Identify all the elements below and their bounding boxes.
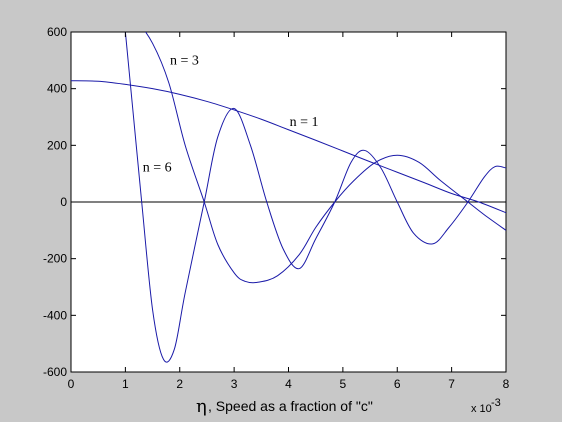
x-tick-label: 7 [448, 377, 455, 391]
y-tick-label: 0 [60, 195, 67, 209]
x-axis-exponent-power: -3 [491, 397, 501, 409]
annotation-layer: n = 3 n = 1 n = 6 [143, 54, 319, 176]
y-tick-label: 600 [47, 25, 67, 39]
series-line-3 [124, 32, 506, 363]
y-tick-label: -600 [43, 365, 67, 379]
x-tick-label: 8 [503, 377, 510, 391]
series-line-1 [71, 80, 506, 214]
x-tick-label: 6 [394, 377, 401, 391]
curve-label: n = 3 [170, 54, 199, 69]
series-line-2 [144, 32, 506, 284]
x-tick-label: 2 [176, 377, 183, 391]
x-tick-label: 1 [122, 377, 129, 391]
x-tick-label: 4 [285, 377, 292, 391]
plot-layer [71, 32, 506, 363]
curve-label: n = 1 [290, 115, 319, 130]
tick-layer: 0 1 2 3 4 5 6 7 8 -600 -400 -200 0 200 400 600 [43, 25, 510, 391]
x-axis-exponent: x 10 [471, 403, 492, 415]
x-tick-label: 5 [340, 377, 347, 391]
y-tick-label: 400 [47, 82, 67, 96]
y-tick-label: 200 [47, 138, 67, 152]
x-tick-label: 3 [231, 377, 238, 391]
y-tick-label: -200 [43, 252, 67, 266]
y-tick-label: -400 [43, 308, 67, 322]
curve-label: n = 6 [143, 160, 172, 175]
x-tick-label: 0 [68, 377, 75, 391]
x-axis-label-symbol: η [196, 396, 207, 417]
x-axis-label: , Speed as a fraction of "c" [208, 398, 373, 414]
